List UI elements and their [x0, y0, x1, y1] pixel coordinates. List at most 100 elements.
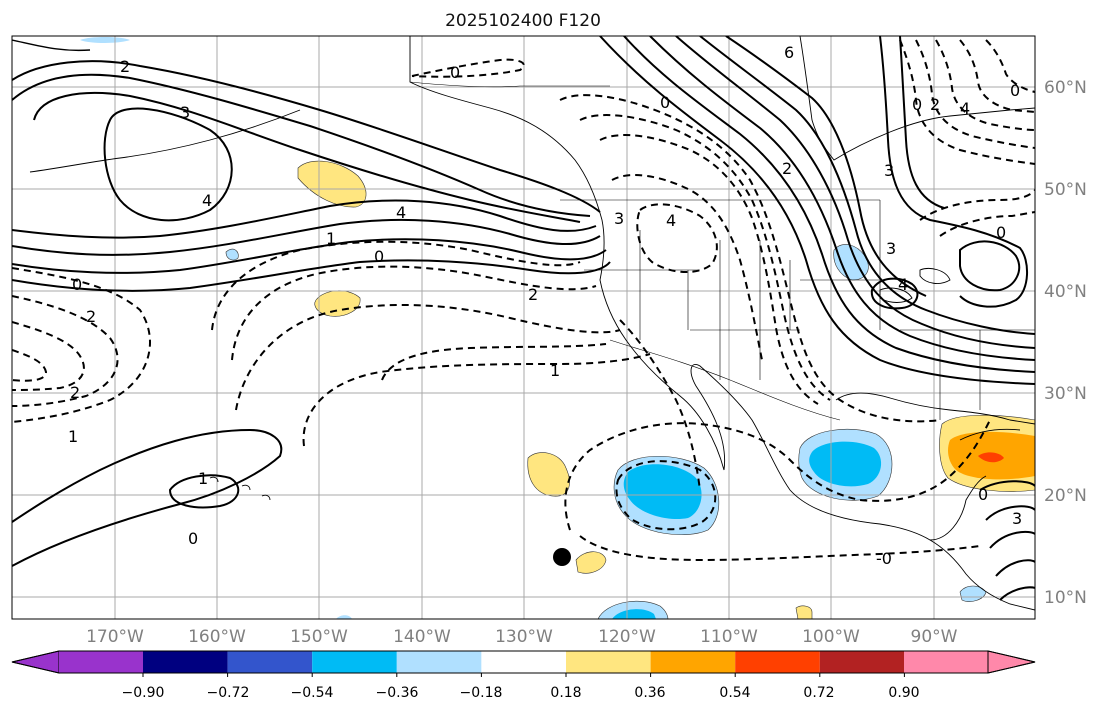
- contour-label: 0: [374, 247, 384, 266]
- colorbar-swatch: [735, 651, 820, 673]
- colorbar-tick-label: 0.72: [803, 685, 834, 701]
- negative-contours: [12, 39, 1035, 562]
- contour-pos-8: [12, 259, 611, 292]
- contour-label: 2: [86, 307, 96, 326]
- contour-label: 4: [666, 211, 676, 230]
- map-frame: [11, 35, 1036, 620]
- contour-pos-4: [103, 107, 233, 222]
- colorbar-swatch: [143, 651, 228, 673]
- colorbar-swatch: [650, 651, 736, 673]
- colorbar-extend-min: [11, 650, 60, 674]
- shade-negative-7: [809, 441, 882, 487]
- contour-label: 2: [528, 285, 538, 304]
- lat-label: 30°N: [1044, 384, 1087, 404]
- shade-negative-3: [623, 464, 702, 520]
- lon-label: 120°W: [598, 627, 656, 647]
- longitude-labels: 170°W 160°W 150°W 140°W 130°W 120°W 110°…: [86, 627, 958, 647]
- contour-pos-14: [675, 36, 1035, 349]
- contour-pos-2: [12, 73, 591, 217]
- contour-neg-10: [381, 343, 607, 381]
- contour-label: 1: [68, 427, 78, 446]
- lon-label: 100°W: [802, 627, 860, 647]
- contour-neg-6: [211, 240, 581, 331]
- contour-neg-22: [935, 39, 1035, 131]
- contour-label: 0: [660, 93, 670, 112]
- contour-neg-25: [919, 189, 1035, 221]
- coast-cuba: [959, 428, 1021, 441]
- lon-label: 90°W: [911, 627, 958, 647]
- lat-label: 60°N: [1044, 78, 1087, 98]
- contour-neg-12: [579, 114, 831, 401]
- contour-pos-12: [623, 36, 1035, 373]
- contour-label: 0: [188, 529, 198, 548]
- colorbar-swatch: [566, 651, 651, 673]
- lon-label: 130°W: [495, 627, 553, 647]
- coast-aleutians: [29, 109, 301, 173]
- contour-pos-20: [959, 240, 1021, 292]
- contour-neg-23: [959, 39, 1035, 113]
- lat-label: 40°N: [1044, 282, 1087, 302]
- shade-negative-11: [80, 37, 130, 43]
- contour-label: -0: [876, 549, 892, 568]
- contour-label: 1: [198, 469, 208, 488]
- positive-contours: [12, 36, 1035, 601]
- contour-label: 0: [978, 485, 988, 504]
- colorbar-swatch: [227, 651, 313, 673]
- contour-neg-3: [12, 295, 119, 407]
- colorbar-tick-label: −0.90: [122, 685, 165, 701]
- contour-label: 0: [450, 63, 460, 82]
- colorbar-swatch: [59, 651, 143, 673]
- coast-gulf: [835, 392, 1035, 425]
- contour-pos-15: [699, 36, 1035, 335]
- latitude-labels: 60°N 50°N 40°N 30°N 20°N 10°N: [1044, 78, 1087, 608]
- contour-pos-18: [879, 36, 1028, 308]
- colorbar-tick-label: −0.18: [460, 685, 503, 701]
- contour-pos-11: [599, 36, 1035, 385]
- contour-label: 0: [72, 275, 82, 294]
- us-canada-border: [409, 81, 880, 201]
- figure-title: 2025102400 F120: [445, 11, 601, 31]
- colorbar-swatch: [481, 651, 566, 673]
- contour-neg-20: [899, 39, 1035, 165]
- colorbar-swatch: [312, 651, 397, 673]
- contour-neg-4: [12, 321, 85, 391]
- contour-neg-11: [559, 94, 941, 423]
- colorbar-outline: [11, 650, 1036, 674]
- shade-negative-10: [336, 615, 352, 619]
- contour-label: 3: [180, 103, 190, 122]
- contour-neg-18: [579, 535, 981, 562]
- contour-label: 4: [396, 203, 406, 222]
- colorbar-tick-label: −0.54: [291, 685, 334, 701]
- lat-label: 50°N: [1044, 180, 1087, 200]
- coast-canada-east: [799, 36, 1035, 161]
- lat-label: 20°N: [1044, 486, 1087, 506]
- colorbar-swatch: [904, 651, 988, 673]
- contour-neg-26: [939, 211, 1035, 237]
- contour-label: 3: [1012, 509, 1022, 528]
- colorbar-tick-label: 0.18: [550, 685, 581, 701]
- contour-zero-1: [12, 39, 91, 52]
- lon-label: 150°W: [290, 627, 348, 647]
- contour-label: 2: [120, 57, 130, 76]
- contour-label: 1: [326, 229, 336, 248]
- contour-label: 1: [550, 361, 560, 380]
- shade-negative-5: [612, 609, 656, 619]
- contour-label: 3: [886, 239, 896, 258]
- colorbar-swatch: [396, 651, 482, 673]
- contour-pos-6: [12, 218, 601, 256]
- contour-label: 0: [996, 223, 1006, 242]
- contour-neg-19: [615, 460, 717, 531]
- contour-label: 2: [70, 383, 80, 402]
- contour-label: 3: [884, 161, 894, 180]
- contour-label: 2: [930, 95, 940, 114]
- contour-label: 2: [782, 159, 792, 178]
- contour-pos-7: [12, 238, 607, 274]
- location-marker: [553, 548, 571, 566]
- contour-neg-24: [985, 39, 1035, 93]
- shading-layer: [80, 37, 1035, 619]
- contour-neg-8: [235, 303, 621, 411]
- contour-pos-16: [725, 36, 927, 297]
- contour-pos-3: [33, 92, 581, 223]
- contour-neg-15: [636, 203, 718, 274]
- contour-label: 4: [898, 275, 908, 294]
